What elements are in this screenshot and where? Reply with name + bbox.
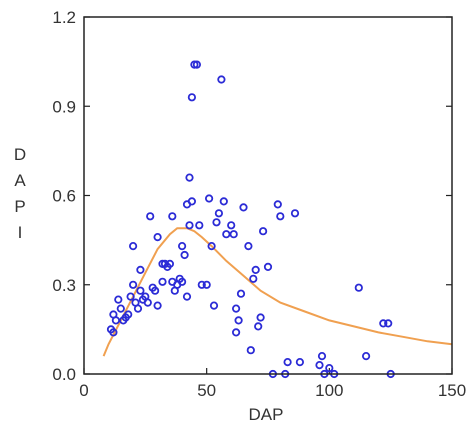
y-axis-title-letter: A (14, 171, 26, 190)
data-point (256, 313, 265, 322)
data-point (246, 346, 255, 355)
data-point (192, 60, 201, 69)
data-point (178, 277, 187, 286)
fitted-curve (102, 227, 453, 357)
data-point (232, 328, 241, 337)
data-point (273, 200, 282, 209)
data-point (283, 357, 292, 367)
data-point (214, 209, 223, 218)
data-point (236, 289, 246, 298)
data-point (197, 280, 206, 289)
y-tick-label: 0.6 (52, 187, 76, 206)
y-axis-title-letter: I (18, 223, 23, 242)
data-point (325, 363, 334, 373)
y-axis-title: D A P I (14, 145, 26, 242)
data-point (254, 322, 263, 331)
data-point (111, 316, 121, 325)
data-point (165, 259, 174, 268)
data-point (143, 298, 152, 307)
data-point (180, 250, 189, 260)
data-point (209, 301, 219, 310)
data-point (217, 75, 226, 84)
axis-tick-labels: 0 50 100 150 0.0 0.3 0.6 0.9 1.2 (52, 8, 466, 400)
data-point (187, 197, 196, 206)
data-point (126, 292, 135, 301)
data-point (232, 304, 241, 313)
y-tick-label: 0.0 (52, 365, 76, 384)
data-point (151, 286, 160, 295)
data-point (290, 209, 300, 218)
x-tick-label: 100 (315, 381, 343, 400)
y-tick-label: 0.9 (52, 97, 76, 116)
data-point (153, 301, 162, 310)
data-point (109, 328, 118, 337)
plot-frame (83, 16, 453, 375)
data-point (295, 357, 304, 367)
x-tick-label: 0 (79, 381, 88, 400)
data-point (202, 280, 211, 289)
data-point (276, 212, 285, 221)
data-point (263, 262, 273, 271)
y-tick-label: 1.2 (52, 8, 76, 27)
data-point (212, 218, 221, 227)
data-point (133, 304, 143, 313)
data-point (315, 360, 324, 370)
data-point (182, 292, 192, 301)
data-point (234, 316, 243, 325)
x-tick-label: 50 (197, 381, 216, 400)
x-tick-label: 150 (438, 381, 466, 400)
data-point (227, 221, 236, 230)
data-point (124, 310, 133, 319)
data-point (384, 319, 393, 328)
data-point (207, 242, 216, 251)
data-point (244, 242, 253, 251)
points-layer (106, 60, 395, 379)
x-axis-title: DAP (249, 405, 284, 424)
data-point (129, 280, 138, 289)
data-point (116, 304, 125, 313)
data-point (136, 265, 145, 274)
data-point (195, 221, 204, 230)
data-point (258, 227, 268, 236)
data-point (185, 173, 194, 182)
data-point (178, 242, 187, 251)
data-point (114, 295, 123, 304)
data-point (251, 265, 260, 274)
data-point (379, 319, 388, 328)
data-point (158, 277, 167, 286)
data-point (136, 286, 145, 295)
data-point (354, 283, 363, 292)
data-point (249, 274, 258, 283)
y-axis-title-letter: P (14, 197, 25, 216)
data-point (187, 93, 196, 102)
data-point (219, 197, 228, 206)
data-point (146, 212, 155, 221)
data-point (229, 230, 238, 239)
data-point (129, 242, 138, 251)
data-point (222, 230, 231, 239)
y-axis-title-letter: D (14, 145, 26, 164)
data-point (185, 221, 194, 230)
data-point (153, 233, 162, 242)
data-point (168, 212, 177, 221)
data-point (317, 351, 327, 361)
data-point (239, 203, 248, 212)
data-point (361, 351, 371, 361)
y-tick-label: 0.3 (52, 276, 76, 295)
data-point (205, 194, 214, 203)
curve-layer (102, 227, 453, 357)
